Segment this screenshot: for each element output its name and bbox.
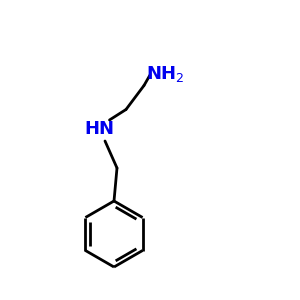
Text: HN: HN xyxy=(84,120,114,138)
Text: NH$_2$: NH$_2$ xyxy=(146,64,184,83)
